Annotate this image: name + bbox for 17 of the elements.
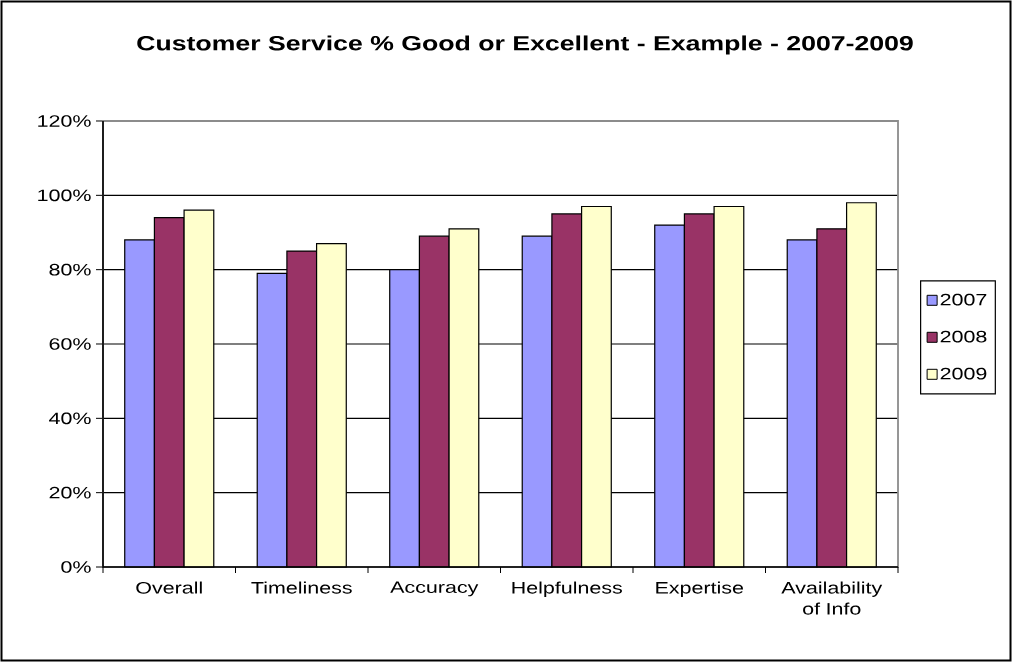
y-tick-label: 60%	[49, 338, 91, 350]
y-tick-label: 100%	[38, 189, 91, 202]
y-tick-label: 80%	[49, 263, 91, 276]
y-tick-label: 40%	[49, 412, 91, 425]
x-tick-label: Helpfulness	[512, 581, 622, 597]
x-tick-label: Timeliness	[251, 581, 352, 594]
x-tick-label: Availability of Info	[781, 581, 883, 615]
legend-label: 2007	[940, 293, 987, 306]
x-tick-label: Expertise	[656, 581, 744, 597]
legend-label: 2009	[940, 367, 987, 380]
y-tick-label: 120%	[38, 115, 91, 127]
y-tick-label: 0%	[61, 561, 91, 573]
chart-title: Customer Service % Good or Excellent - Example - 2007-2009	[137, 35, 913, 55]
x-tick-label: Overall	[136, 581, 202, 594]
x-tick-label: Accuracy	[390, 581, 479, 597]
y-tick-label: 20%	[49, 486, 91, 499]
legend-label: 2008	[940, 330, 987, 343]
